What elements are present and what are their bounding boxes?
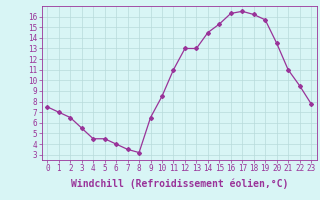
X-axis label: Windchill (Refroidissement éolien,°C): Windchill (Refroidissement éolien,°C) (70, 179, 288, 189)
